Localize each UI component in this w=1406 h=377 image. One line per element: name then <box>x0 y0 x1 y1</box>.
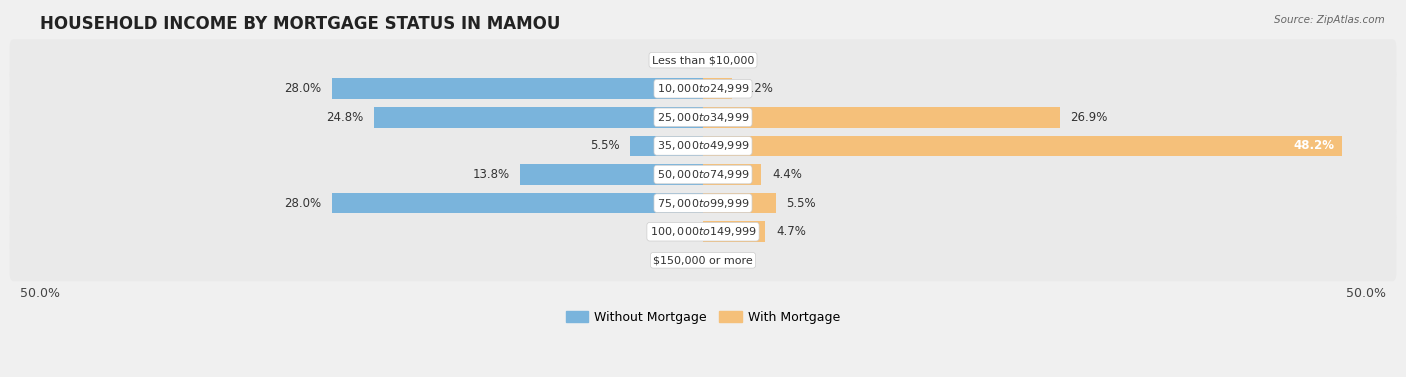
Text: 48.2%: 48.2% <box>1294 139 1334 152</box>
Bar <box>520 164 703 185</box>
Text: 28.0%: 28.0% <box>284 197 321 210</box>
Bar <box>703 136 1343 156</box>
FancyBboxPatch shape <box>10 125 1396 167</box>
Text: $100,000 to $149,999: $100,000 to $149,999 <box>650 225 756 238</box>
Text: $35,000 to $49,999: $35,000 to $49,999 <box>657 139 749 152</box>
FancyBboxPatch shape <box>10 211 1396 253</box>
Bar <box>703 164 761 185</box>
Text: $75,000 to $99,999: $75,000 to $99,999 <box>657 197 749 210</box>
Text: 28.0%: 28.0% <box>284 82 321 95</box>
Text: 24.8%: 24.8% <box>326 111 364 124</box>
Text: $25,000 to $34,999: $25,000 to $34,999 <box>657 111 749 124</box>
Text: 2.2%: 2.2% <box>742 82 773 95</box>
Legend: Without Mortgage, With Mortgage: Without Mortgage, With Mortgage <box>561 306 845 329</box>
Text: 0.0%: 0.0% <box>662 254 692 267</box>
Text: 4.4%: 4.4% <box>772 168 801 181</box>
FancyBboxPatch shape <box>10 97 1396 138</box>
FancyBboxPatch shape <box>10 39 1396 81</box>
Text: HOUSEHOLD INCOME BY MORTGAGE STATUS IN MAMOU: HOUSEHOLD INCOME BY MORTGAGE STATUS IN M… <box>39 15 561 33</box>
Text: 0.0%: 0.0% <box>714 254 744 267</box>
Text: Source: ZipAtlas.com: Source: ZipAtlas.com <box>1274 15 1385 25</box>
Text: Less than $10,000: Less than $10,000 <box>652 55 754 65</box>
FancyBboxPatch shape <box>10 154 1396 195</box>
Text: 5.5%: 5.5% <box>786 197 815 210</box>
Bar <box>374 107 703 128</box>
Bar <box>332 78 703 99</box>
Bar <box>703 78 733 99</box>
Bar <box>630 136 703 156</box>
Text: 13.8%: 13.8% <box>472 168 509 181</box>
Text: 26.9%: 26.9% <box>1070 111 1108 124</box>
Text: 0.0%: 0.0% <box>662 54 692 67</box>
Bar <box>703 221 765 242</box>
FancyBboxPatch shape <box>10 239 1396 281</box>
FancyBboxPatch shape <box>10 68 1396 110</box>
Text: 5.5%: 5.5% <box>591 139 620 152</box>
Text: 0.0%: 0.0% <box>662 225 692 238</box>
Text: $10,000 to $24,999: $10,000 to $24,999 <box>657 82 749 95</box>
Bar <box>703 107 1060 128</box>
Text: $50,000 to $74,999: $50,000 to $74,999 <box>657 168 749 181</box>
Bar <box>703 193 776 213</box>
Bar <box>332 193 703 213</box>
Text: 0.0%: 0.0% <box>714 54 744 67</box>
Text: $150,000 or more: $150,000 or more <box>654 255 752 265</box>
FancyBboxPatch shape <box>10 182 1396 224</box>
Text: 4.7%: 4.7% <box>776 225 806 238</box>
